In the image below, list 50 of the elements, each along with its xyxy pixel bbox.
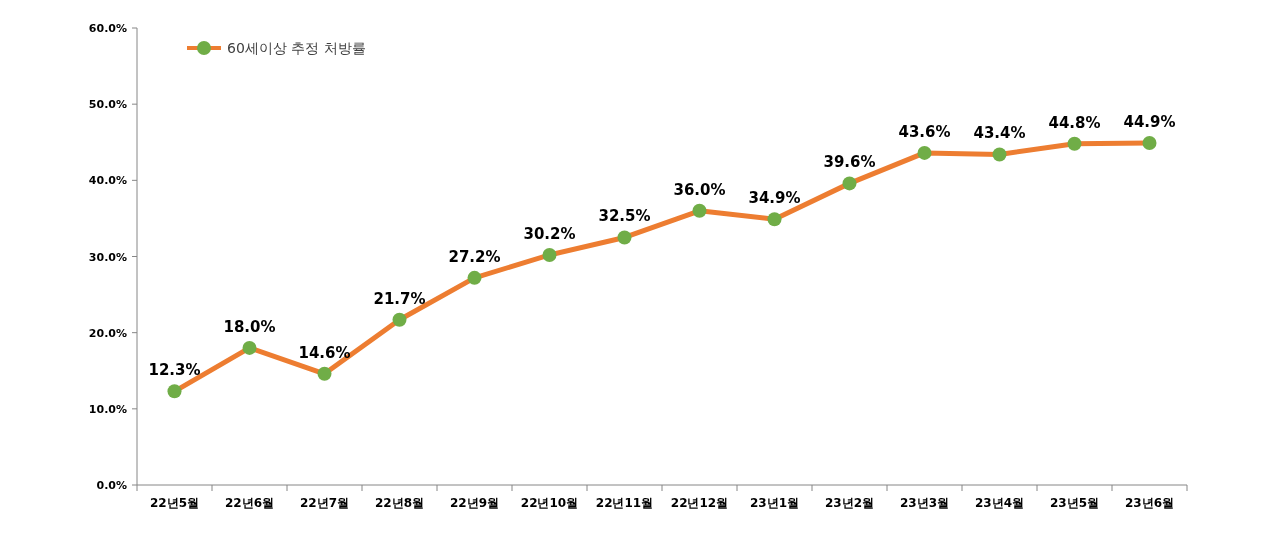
legend-label: 60세이상 추정 처방률 bbox=[227, 40, 366, 56]
point bbox=[242, 340, 257, 355]
x-tick-label: 23년3월 bbox=[899, 496, 950, 510]
x-tick-label: 22년6월 bbox=[224, 496, 275, 510]
y-tick-label: 10.0% bbox=[88, 402, 127, 416]
data-label: 44.9% bbox=[1123, 113, 1176, 132]
point bbox=[167, 384, 182, 399]
point bbox=[992, 147, 1007, 162]
point bbox=[692, 203, 707, 218]
point bbox=[917, 145, 932, 160]
x-tick-label: 23년5월 bbox=[1049, 496, 1100, 510]
point bbox=[617, 230, 632, 245]
point bbox=[392, 312, 407, 327]
point bbox=[1142, 136, 1157, 151]
x-tick-label: 23년2월 bbox=[824, 496, 875, 510]
data-label: 30.2% bbox=[523, 224, 576, 243]
data-label: 36.0% bbox=[673, 180, 726, 199]
y-tick-label: 20.0% bbox=[88, 326, 127, 340]
x-tick-label: 22년9월 bbox=[449, 496, 500, 510]
y-tick-label: 60.0% bbox=[88, 22, 127, 35]
data-label: 27.2% bbox=[448, 247, 501, 266]
point bbox=[467, 270, 482, 285]
point bbox=[1067, 136, 1082, 151]
data-label: 14.6% bbox=[298, 343, 351, 362]
x-tick-label: 22년11월 bbox=[595, 496, 654, 510]
data-label: 32.5% bbox=[598, 207, 651, 226]
x-tick-label: 22년5월 bbox=[149, 496, 200, 510]
data-label: 43.4% bbox=[973, 124, 1026, 143]
y-tick-label: 0.0% bbox=[96, 479, 127, 492]
data-label: 34.9% bbox=[748, 189, 801, 208]
x-tick-label: 22년8월 bbox=[374, 496, 425, 510]
point bbox=[542, 247, 557, 262]
point bbox=[767, 212, 782, 227]
data-label: 12.3% bbox=[148, 361, 201, 380]
data-label: 39.6% bbox=[823, 153, 876, 172]
x-tick-label: 23년1월 bbox=[749, 496, 800, 510]
data-label: 18.0% bbox=[223, 317, 276, 336]
x-tick-label: 22년7월 bbox=[299, 496, 350, 510]
y-tick-label: 40.0% bbox=[88, 174, 127, 188]
point bbox=[842, 176, 857, 191]
x-tick-label: 23년6월 bbox=[1124, 496, 1175, 510]
y-tick-label: 50.0% bbox=[88, 98, 127, 112]
x-tick-label: 22년12월 bbox=[670, 496, 729, 510]
x-tick-label: 23년4월 bbox=[974, 496, 1025, 510]
point bbox=[317, 366, 332, 381]
x-tick-label: 22년10월 bbox=[520, 496, 579, 510]
data-label: 44.8% bbox=[1048, 113, 1101, 132]
data-label: 21.7% bbox=[373, 289, 426, 308]
data-label: 43.6% bbox=[898, 122, 951, 141]
y-tick-label: 30.0% bbox=[88, 250, 127, 264]
